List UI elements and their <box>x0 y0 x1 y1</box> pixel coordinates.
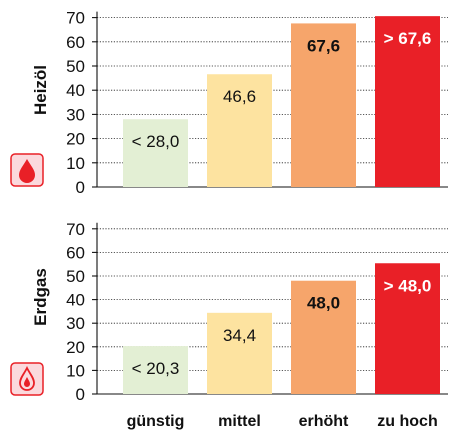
y-tick-label: 10 <box>66 361 85 380</box>
bar-erhoeht <box>291 280 356 394</box>
bar-value-label: > 67,6 <box>384 29 432 48</box>
gas-flame-icon <box>10 362 44 396</box>
x-category-label: günstig <box>127 413 185 430</box>
bar-zu-hoch <box>375 263 440 394</box>
bar-value-label: < 20,3 <box>132 359 180 378</box>
y-tick-label: 50 <box>66 267 85 286</box>
y-axis-label: Erdgas <box>31 268 50 326</box>
y-tick-label: 30 <box>66 105 85 124</box>
bar-erhoeht <box>291 23 356 187</box>
y-tick-label: 70 <box>66 220 85 239</box>
heizoel-panel: 0 10 20 30 40 50 60 70 < 28,0 46,6 67,6 > 67,6 Heizö… <box>10 9 448 197</box>
erdgas-panel: 0 10 20 30 40 50 60 70 < 20,3 34,4 48,0 > 48,0 Erdga… <box>10 220 448 404</box>
bar-value-label: < 28,0 <box>132 132 180 151</box>
y-tick-label: 60 <box>66 243 85 262</box>
oil-drop-icon <box>10 153 44 187</box>
bar-value-label: 34,4 <box>223 326 256 345</box>
y-tick-label: 20 <box>66 130 85 149</box>
bar-mittel <box>207 312 272 394</box>
y-tick-label: 30 <box>66 314 85 333</box>
bar-value-label: > 48,0 <box>384 276 432 295</box>
bar-zu-hoch <box>375 16 440 188</box>
bar-guenstig <box>123 346 188 394</box>
bar-value-label: 46,6 <box>223 87 256 106</box>
bar-value-label: 48,0 <box>307 294 340 313</box>
y-tick-label: 70 <box>66 9 85 28</box>
x-category-label: zu hoch <box>377 413 437 430</box>
y-tick-label: 40 <box>66 81 85 100</box>
y-tick-label: 0 <box>76 178 85 197</box>
x-category-label: mittel <box>218 413 261 430</box>
y-axis-label: Heizöl <box>31 65 50 115</box>
y-tick-label: 40 <box>66 291 85 310</box>
y-tick-label: 10 <box>66 154 85 173</box>
bar-value-label: 67,6 <box>307 36 340 55</box>
y-tick-label: 20 <box>66 338 85 357</box>
y-tick-label: 60 <box>66 33 85 52</box>
category-labels: günstig mittel erhöht zu hoch <box>127 413 438 430</box>
y-tick-label: 50 <box>66 57 85 76</box>
bar-guenstig <box>123 119 188 187</box>
bar-mittel <box>207 74 272 187</box>
x-category-label: erhöht <box>299 413 349 430</box>
y-tick-label: 0 <box>76 385 85 404</box>
